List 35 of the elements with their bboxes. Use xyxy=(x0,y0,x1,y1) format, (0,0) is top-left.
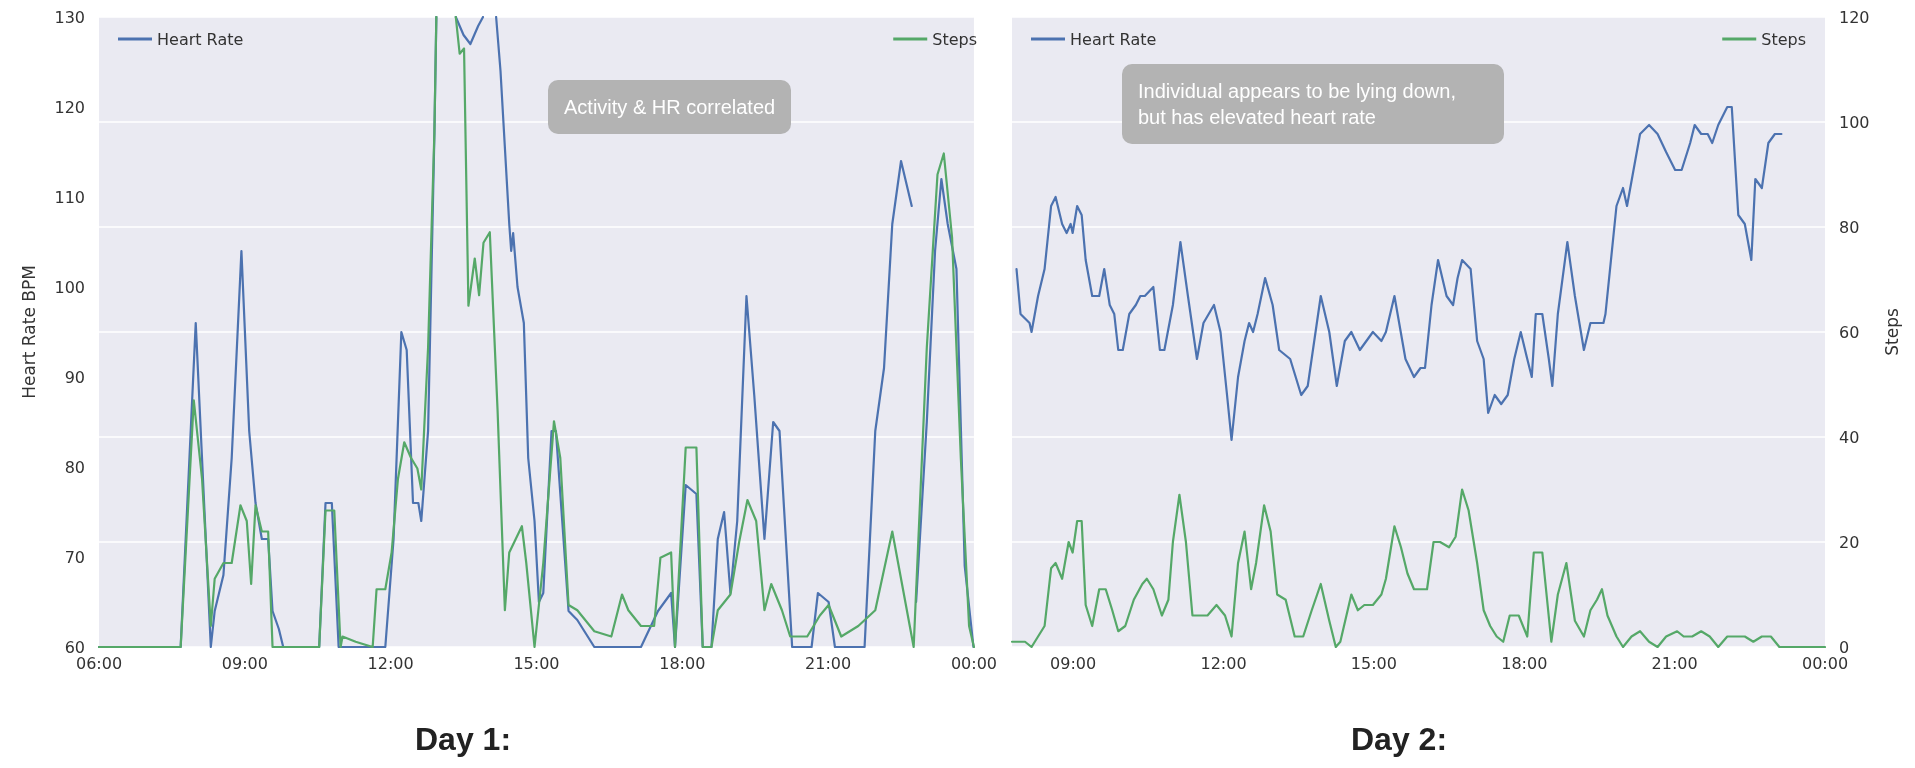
text: Day 1: xyxy=(415,721,512,757)
y2-tick-label: 20 xyxy=(1839,532,1860,552)
x-tick-label: 00:00 xyxy=(950,653,997,673)
y-tick-label: 110 xyxy=(54,187,85,207)
x-tick-label: 12:00 xyxy=(367,653,414,673)
line-series xyxy=(1010,488,1827,649)
y2-axis-title: Steps xyxy=(1881,308,1902,356)
y-tick-label: 70 xyxy=(64,547,85,567)
x-tick-label: 12:00 xyxy=(1200,653,1247,673)
y-tick-label: 120 xyxy=(54,97,85,117)
y-tick-label: 130 xyxy=(54,7,85,27)
legend-label: Heart Rate xyxy=(157,29,244,49)
x-tick-label: 21:00 xyxy=(1651,653,1698,673)
x-tick-label: 21:00 xyxy=(805,653,852,673)
y-axis-title: Heart Rate BPM xyxy=(18,265,39,399)
y-tick-label: 80 xyxy=(64,457,85,477)
text: Day 2: xyxy=(1351,721,1448,757)
x-tick-label: 18:00 xyxy=(659,653,706,673)
note-box: Activity & HR correlated xyxy=(548,80,792,134)
x-tick-label: 15:00 xyxy=(513,653,560,673)
y2-tick-label: 120 xyxy=(1839,7,1870,27)
legend-label: Steps xyxy=(1761,29,1806,49)
legend-label: Steps xyxy=(932,29,977,49)
x-tick-label: 15:00 xyxy=(1350,653,1397,673)
y2-tick-label: 100 xyxy=(1839,112,1870,132)
y2-tick-label: 40 xyxy=(1839,427,1860,447)
y-tick-label: 100 xyxy=(54,277,85,297)
x-tick-label: 18:00 xyxy=(1501,653,1548,673)
x-tick-label: 09:00 xyxy=(1050,653,1097,673)
note-box: Individual appears to be lying down, but has elevated heart rate xyxy=(1122,64,1504,144)
y2-tick-label: 80 xyxy=(1839,217,1860,237)
x-tick-label: 09:00 xyxy=(221,653,268,673)
legend-label: Heart Rate xyxy=(1070,29,1157,49)
y2-tick-label: 60 xyxy=(1839,322,1860,342)
y-tick-label: 90 xyxy=(64,367,85,387)
